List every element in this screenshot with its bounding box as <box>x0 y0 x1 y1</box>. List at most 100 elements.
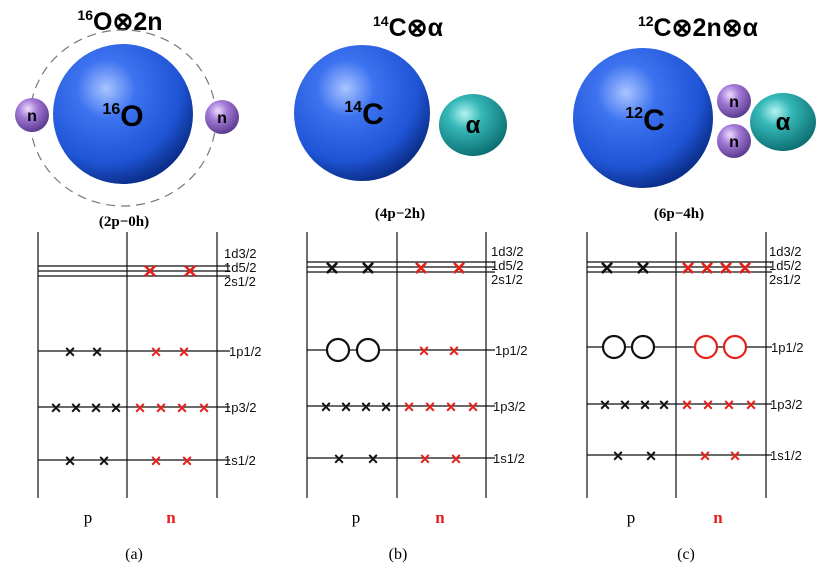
nucleus-sphere <box>53 44 193 184</box>
proton-column-label: p <box>84 508 93 527</box>
proton-mark: × <box>51 398 62 418</box>
proton-mark-large: × <box>325 255 339 282</box>
neutron-mark: × <box>179 342 190 362</box>
level-labels: 1d3/2 1d5/2 2s1/2 1p1/2 1p3/2 1s1/2 <box>769 244 804 463</box>
neutron-mark: × <box>420 449 431 469</box>
proton-hole <box>325 337 351 363</box>
neutron-mark-large: × <box>143 258 157 285</box>
nucleus-label: 16O <box>102 100 143 133</box>
panel-title: 14C⊗α <box>373 13 444 42</box>
proton-mark-large: × <box>636 255 650 282</box>
level-label-1p3-2: 1p3/2 <box>770 397 803 412</box>
proton-mark: × <box>99 451 110 471</box>
neutron-mark-large: × <box>452 255 466 282</box>
level-label-1d5-2: 1d5/2 <box>769 258 802 273</box>
proton-mark: × <box>640 395 651 415</box>
level-scheme <box>37 232 230 498</box>
proton-column-label: p <box>627 508 636 527</box>
proton-mark: × <box>646 446 657 466</box>
level-label-1d5-2: 1d5/2 <box>224 260 257 275</box>
proton-mark: × <box>334 449 345 469</box>
level-labels: 1d3/2 1d5/2 2s1/2 1p1/2 1p3/2 1s1/2 <box>224 246 262 468</box>
level-label-1p1-2: 1p1/2 <box>771 340 804 355</box>
panel-caption: (a) <box>125 546 143 563</box>
neutron-mark: × <box>419 341 430 361</box>
level-label-1p3-2: 1p3/2 <box>224 400 257 415</box>
neutron-mark: × <box>724 395 735 415</box>
proton-mark: × <box>600 395 611 415</box>
particle-marks: × × × × × × × × × × × × × × × × × × <box>600 255 757 466</box>
level-scheme <box>306 232 495 498</box>
alpha-sphere <box>439 94 507 156</box>
neutron-mark-large: × <box>183 258 197 285</box>
level-label-1s1-2: 1s1/2 <box>224 453 256 468</box>
neutron-mark-large: × <box>414 255 428 282</box>
level-label-2s1-2: 2s1/2 <box>491 272 523 287</box>
neutron-mark: × <box>151 451 162 471</box>
panel-caption: (b) <box>389 546 408 563</box>
neutron-hole <box>722 334 748 360</box>
proton-hole <box>630 334 656 360</box>
proton-mark: × <box>92 342 103 362</box>
neutron-mark: × <box>199 398 210 418</box>
neutron-column-label: n <box>713 508 723 527</box>
proton-mark-large: × <box>361 255 375 282</box>
level-label-1s1-2: 1s1/2 <box>770 448 802 463</box>
neutron-sphere <box>717 124 751 158</box>
configuration-label: (4p−2h) <box>375 206 425 222</box>
proton-mark: × <box>341 397 352 417</box>
neutron-label: n <box>217 110 227 127</box>
configuration-label: (6p−4h) <box>654 206 704 222</box>
level-label-1p1-2: 1p1/2 <box>495 343 528 358</box>
proton-mark: × <box>321 397 332 417</box>
neutron-mark: × <box>746 395 757 415</box>
neutron-mark: × <box>449 341 460 361</box>
proton-hole <box>601 334 627 360</box>
proton-mark: × <box>91 398 102 418</box>
panel-caption: (c) <box>677 546 695 563</box>
proton-mark: × <box>620 395 631 415</box>
panel-title: 16O⊗2n <box>77 7 162 36</box>
neutron-sphere <box>15 98 49 132</box>
neutron-mark: × <box>182 451 193 471</box>
neutron-mark: × <box>468 397 479 417</box>
neutron-hole <box>693 334 719 360</box>
neutron-mark: × <box>730 446 741 466</box>
neutron-column-label: n <box>435 508 445 527</box>
panel-c: 12C⊗2n⊗α 12C n n α (6p−4h) 1d3/2 1d5/2 2… <box>573 13 816 563</box>
panel-b: 14C⊗α 14C α (4p−2h) 1d3/2 1d5/2 2s1/2 1p… <box>294 13 528 563</box>
neutron-mark: × <box>151 342 162 362</box>
neutron-mark-large: × <box>700 255 714 282</box>
proton-hole <box>355 337 381 363</box>
nucleus-label: 12C <box>625 104 664 137</box>
neutron-mark: × <box>177 398 188 418</box>
level-label-2s1-2: 2s1/2 <box>224 274 256 289</box>
neutron-mark-large: × <box>719 255 733 282</box>
neutron-mark: × <box>425 397 436 417</box>
nucleus-sphere <box>573 48 713 188</box>
neutron-mark: × <box>156 398 167 418</box>
level-label-1d3-2: 1d3/2 <box>224 246 257 261</box>
panel-title: 12C⊗2n⊗α <box>638 13 759 42</box>
neutron-column-label: n <box>166 508 176 527</box>
alpha-label: α <box>466 112 481 139</box>
particle-marks: × × × × × × × × × × × × × × × × × × <box>51 258 210 471</box>
proton-mark: × <box>659 395 670 415</box>
neutron-mark: × <box>682 395 693 415</box>
neutron-mark: × <box>703 395 714 415</box>
level-label-1d3-2: 1d3/2 <box>491 244 524 259</box>
proton-mark: × <box>381 397 392 417</box>
panel-a: 16O⊗2n n 16O n (2p−0h) 1d3/2 1d5/2 2s1/2… <box>15 7 262 563</box>
neutron-mark: × <box>135 398 146 418</box>
proton-column-label: p <box>352 508 361 527</box>
proton-mark-large: × <box>600 255 614 282</box>
proton-mark: × <box>368 449 379 469</box>
proton-mark: × <box>613 446 624 466</box>
neutron-label: n <box>729 94 739 111</box>
level-scheme <box>586 232 772 498</box>
proton-mark: × <box>71 398 82 418</box>
level-label-1p3-2: 1p3/2 <box>493 399 526 414</box>
proton-mark: × <box>361 397 372 417</box>
level-label-1d3-2: 1d3/2 <box>769 244 802 259</box>
neutron-sphere <box>205 100 239 134</box>
